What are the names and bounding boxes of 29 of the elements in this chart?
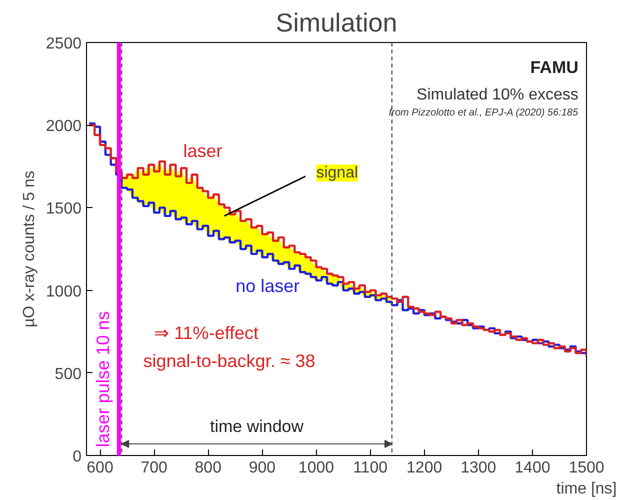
x-tick-label: 600: [86, 460, 114, 476]
x-tick-label: 1100: [353, 460, 388, 476]
series-label: laser: [183, 141, 222, 162]
x-tick-label: 900: [248, 460, 276, 476]
y-axis-title: µO x-ray counts / 5 ns: [20, 170, 38, 328]
annotation: Simulated 10% excess: [416, 86, 578, 104]
x-tick-label: 800: [194, 460, 222, 476]
annotation: time window: [210, 416, 304, 436]
ref-line-label: laser pulse 10 ns: [92, 311, 113, 448]
chart-title: Simulation: [276, 8, 398, 38]
annotation: from Pizzolotto et al., EPJ-A (2020) 56:185: [388, 107, 578, 118]
x-axis-title: time [ns]: [556, 480, 617, 498]
x-tick-label: 1500: [568, 460, 604, 476]
x-tick-label: 1000: [298, 460, 334, 476]
annotation: FAMU: [530, 58, 578, 78]
x-tick-label: 700: [140, 460, 168, 476]
y-tick-label: 0: [72, 448, 82, 466]
y-tick-label: 1000: [46, 283, 82, 300]
x-tick-label: 1400: [514, 460, 550, 476]
annotation: signal-to-backgr. ≈ 38: [143, 351, 316, 372]
y-tick-label: 1500: [46, 200, 82, 218]
x-tick-label: 1300: [460, 460, 496, 476]
x-tick-label: 1200: [406, 460, 442, 476]
annotation: ⇒ 11%-effect: [154, 323, 258, 344]
y-tick-label: 2000: [46, 118, 82, 136]
y-tick-label: 2500: [46, 36, 82, 52]
y-tick-label: 500: [54, 366, 82, 383]
annotation: signal: [316, 164, 358, 182]
series-label: no laser: [236, 276, 300, 296]
